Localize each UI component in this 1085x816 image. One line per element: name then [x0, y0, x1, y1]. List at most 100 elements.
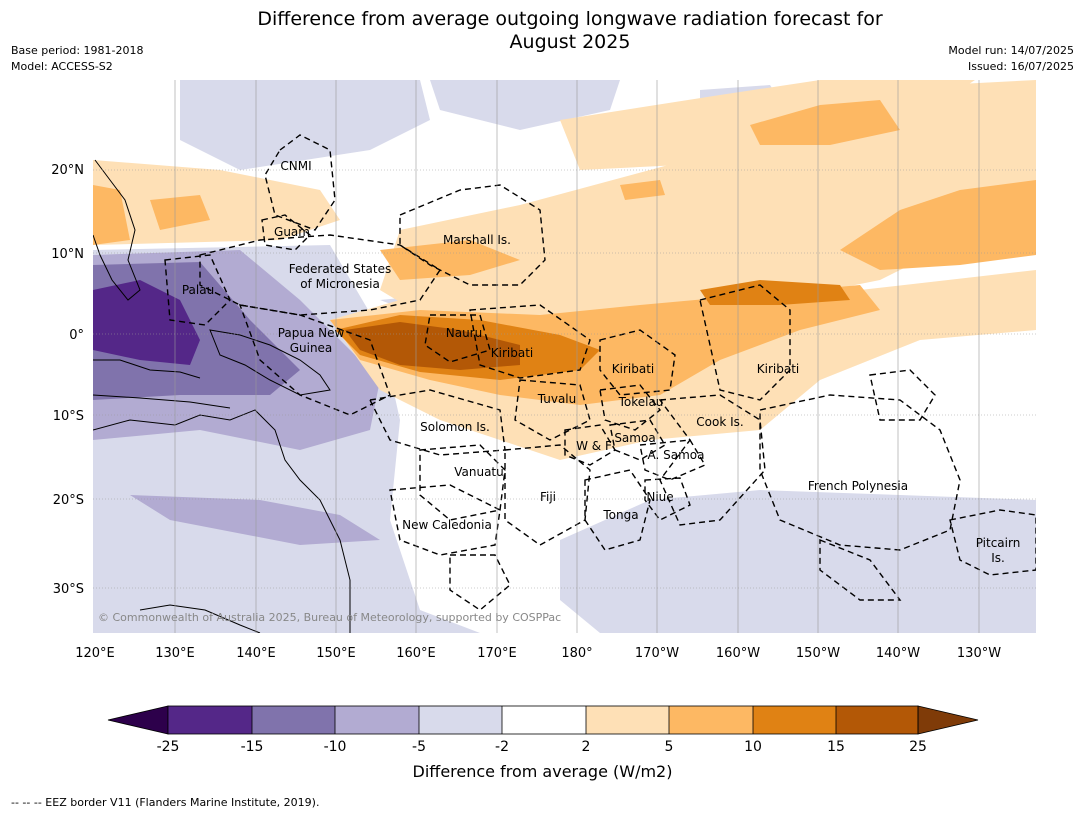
- anomaly-medium-purple-south: [130, 495, 380, 545]
- colorbar-segment-6: [586, 706, 669, 734]
- colorbar-segment-4: [419, 706, 502, 734]
- label-tonga: Tonga: [602, 508, 638, 522]
- eez-cook-border: [658, 394, 766, 526]
- label-fiji: Fiji: [540, 490, 556, 504]
- label-png-1: Papua New: [278, 326, 345, 340]
- eez-kiribati-phoenix-border: [599, 329, 676, 396]
- colorbar-tick-0: -25: [157, 739, 180, 755]
- colorbar-extend-high: [917, 705, 979, 735]
- lon-label-140e: 140°E: [236, 646, 276, 661]
- map-plot-area: CNMI Guam Marshall Is. Federated States …: [93, 80, 1036, 633]
- lat-label-10s: 10°S: [53, 409, 84, 424]
- anomaly-darkest-orange: [345, 322, 520, 370]
- eez-footnote: -- -- -- EEZ border V11 (Flanders Marine…: [11, 796, 320, 809]
- label-vanuatu: Vanuatu: [454, 465, 504, 479]
- lon-label-170e: 170°E: [477, 646, 517, 661]
- eez-nauru-border: [424, 314, 491, 363]
- label-wallis-futuna: W & F: [576, 439, 612, 453]
- lat-label-20n: 20°N: [51, 163, 84, 178]
- anomaly-light-purple-southeast: [560, 490, 1036, 633]
- lon-label-140w: 140°W: [876, 646, 920, 661]
- anomaly-light-purple-north-1: [180, 80, 430, 170]
- eez-tokelau-border: [599, 384, 661, 431]
- title-line-1: Difference from average outgoing longwav…: [257, 8, 883, 30]
- label-niue: Niue: [646, 490, 673, 504]
- lat-label-0: 0°: [69, 328, 84, 343]
- longitude-axis: 120°E 130°E 140°E 150°E 160°E 170°E 180°…: [75, 646, 1001, 661]
- anomaly-light-orange-band-north: [380, 80, 1036, 330]
- colorbar-outline: [167, 705, 919, 735]
- eez-french-polynesia-border: [759, 394, 961, 551]
- label-american-samoa: A. Samoa: [648, 448, 705, 462]
- colorbar-segment-1: [168, 706, 252, 734]
- anomaly-medium-orange-small: [620, 180, 665, 200]
- label-pitcairn-2: Is.: [991, 551, 1005, 565]
- copyright-notice: © Commonwealth of Australia 2025, Bureau…: [98, 611, 561, 624]
- label-palau: Palau: [182, 283, 214, 297]
- eez-png-border: [238, 304, 391, 416]
- lon-label-130w: 130°W: [957, 646, 1001, 661]
- lon-label-130e: 130°E: [155, 646, 195, 661]
- eez-micronesia-border: [199, 234, 441, 316]
- anomaly-medium-orange-ne: [840, 180, 1036, 270]
- eez-palau-border: [164, 254, 231, 326]
- region-labels: CNMI Guam Marshall Is. Federated States …: [182, 159, 1020, 565]
- label-fsm-1: Federated States: [289, 262, 391, 276]
- label-tuvalu: Tuvalu: [537, 392, 577, 406]
- colorbar-tick-7: 10: [744, 739, 762, 755]
- label-kiribati-phoenix: Kiribati: [612, 362, 654, 376]
- latitude-axis: 20°N 10°N 0° 10°S 20°S 30°S: [51, 163, 84, 597]
- label-solomon: Solomon Is.: [420, 420, 490, 434]
- anomaly-medium-orange-top: [750, 100, 900, 145]
- eez-tuvalu-border: [514, 379, 591, 441]
- label-french-polynesia: French Polynesia: [808, 479, 908, 493]
- lon-label-180: 180°: [561, 646, 592, 661]
- anomaly-medium-orange-west: [150, 195, 210, 230]
- base-period: Base period: 1981-2018: [11, 44, 144, 57]
- colorbar-tick-8: 15: [827, 739, 845, 755]
- lon-label-120e: 120°E: [75, 646, 115, 661]
- eez-tonga-border: [584, 469, 651, 551]
- eez-samoa-border: [609, 419, 666, 461]
- colorbar-segment-8: [753, 706, 836, 734]
- colorbar-tick-6: 5: [665, 739, 674, 755]
- label-new-caledonia: New Caledonia: [402, 518, 492, 532]
- eez-niue-border: [644, 477, 691, 521]
- anomaly-dark-orange-east: [700, 280, 850, 305]
- colorbar-tick-5: 2: [582, 739, 591, 755]
- colorbar-tick-1: -15: [241, 739, 264, 755]
- eez-cnmi-border: [264, 134, 336, 231]
- philippines-coastline: [93, 159, 141, 301]
- anomaly-light-purple-north-2: [430, 80, 620, 130]
- lon-label-150w: 150°W: [796, 646, 840, 661]
- colorbar-segment-5: [502, 706, 586, 734]
- anomaly-darkest-purple: [93, 280, 200, 365]
- new-zealand-coastline: [139, 604, 261, 633]
- model-run: Model run: 14/07/2025: [948, 44, 1074, 57]
- colorbar-segment-9: [836, 706, 918, 734]
- label-cnmi: CNMI: [280, 159, 311, 173]
- meta-right: Model run: 14/07/2025 Issued: 16/07/2025: [948, 43, 1074, 75]
- eez-pitcairn-border: [949, 509, 1036, 576]
- title-line-2: August 2025: [509, 31, 631, 53]
- eez-borders: [164, 134, 1036, 611]
- colorbar-segment-7: [669, 706, 753, 734]
- lat-label-10n: 10°N: [51, 247, 84, 262]
- label-samoa: Samoa: [614, 431, 655, 445]
- lat-label-20s: 20°S: [53, 493, 84, 508]
- lon-label-160e: 160°E: [396, 646, 436, 661]
- label-nauru: Nauru: [446, 326, 482, 340]
- eez-marshall-border: [399, 184, 546, 286]
- anomaly-medium-orange-north: [380, 240, 520, 280]
- lon-label-170w: 170°W: [635, 646, 679, 661]
- model-name: Model: ACCESS-S2: [11, 60, 113, 73]
- label-tokelau: Tokelau: [618, 395, 664, 409]
- eez-vanuatu-border: [419, 444, 506, 521]
- indonesia-coastline: [93, 359, 231, 409]
- label-guam: Guam: [274, 225, 310, 239]
- eez-southern-border: [819, 538, 902, 601]
- label-kiribati-line: Kiribati: [757, 362, 799, 376]
- colorbar-extend-low: [107, 705, 169, 735]
- meta-left: Base period: 1981-2018 Model: ACCESS-S2: [11, 43, 143, 75]
- colorbar-ticks: -25 -15 -10 -5 -2 2 5 10 15 25: [157, 739, 927, 755]
